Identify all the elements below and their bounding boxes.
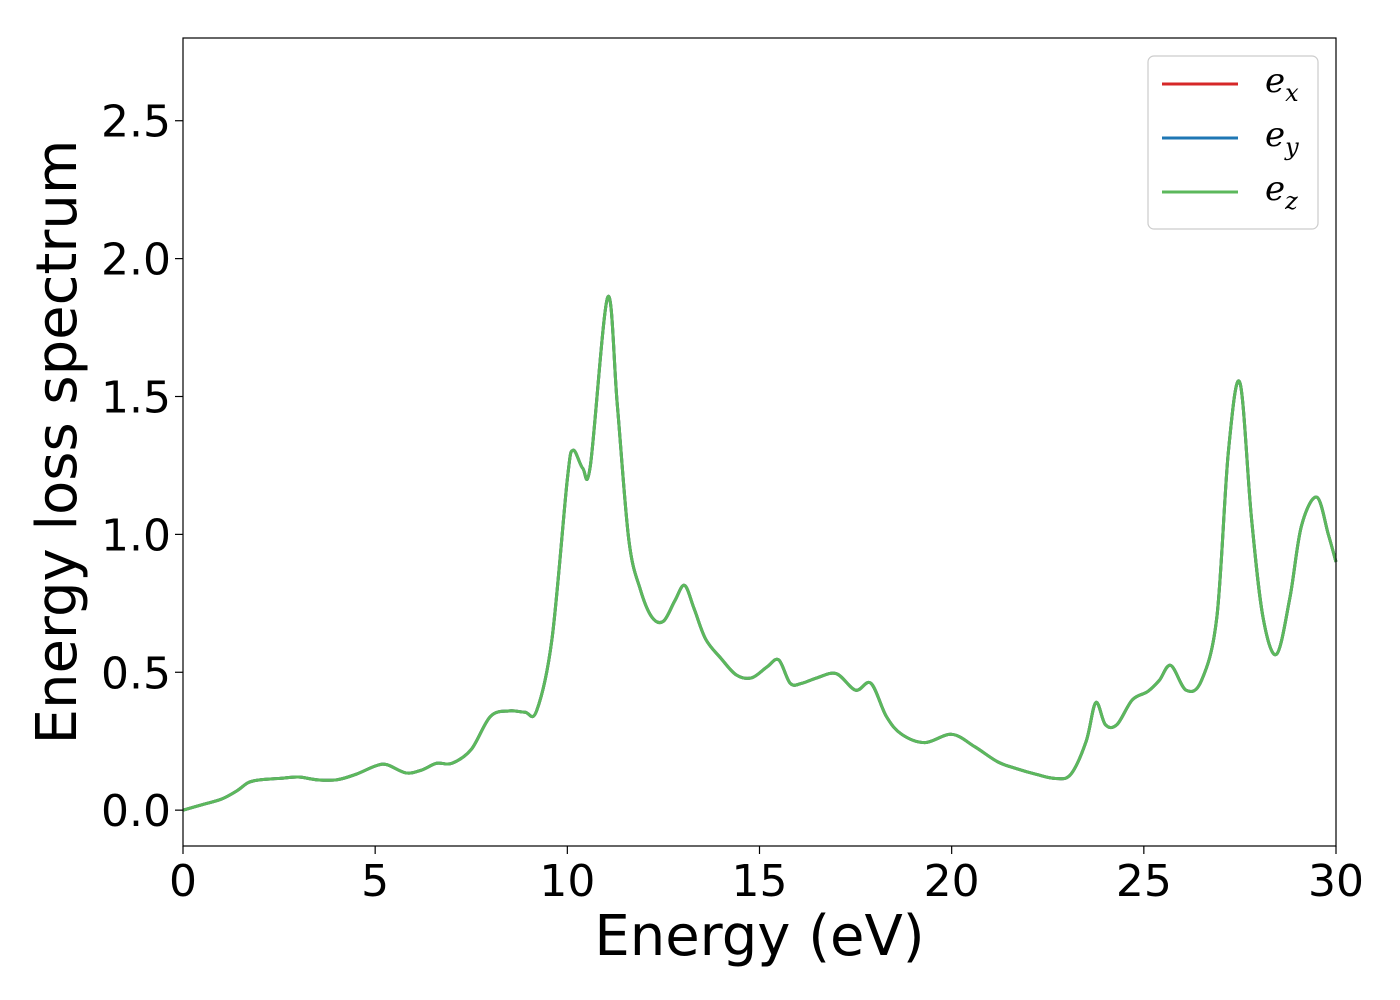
y-tick-label: 2.0 [101,235,171,286]
x-axis-ticks: 0 5 10 15 20 25 30 [169,846,1364,907]
y-tick-label: 1.0 [101,510,171,561]
y-axis-ticks: 0.0 0.5 1.0 1.5 2.0 2.5 [101,97,183,837]
legend-box [1147,55,1319,230]
x-tick-label: 20 [924,856,980,907]
x-tick-label: 30 [1308,856,1364,907]
legend-label-z: ez [1265,169,1298,215]
x-axis-label: Energy (eV) [594,904,924,969]
x-tick-label: 0 [169,856,197,907]
x-tick-label: 25 [1116,856,1172,907]
legend-label-x: ex [1265,61,1299,107]
y-tick-label: 1.5 [101,372,171,423]
y-tick-label: 0.5 [101,648,171,699]
x-tick-label: 5 [361,856,389,907]
y-axis-label: Energy loss spectrum [25,140,90,745]
y-tick-label: 0.0 [101,786,171,837]
legend-label-y: ey [1265,115,1299,161]
series-line-e_z [182,294,1338,812]
series-line-e_x [182,294,1338,812]
x-tick-label: 15 [732,856,788,907]
series-line-e_y [182,294,1338,812]
y-tick-label: 2.5 [101,97,171,148]
series-lines [182,294,1338,812]
x-tick-label: 10 [539,856,595,907]
legend: ex ey ez [1147,55,1319,230]
